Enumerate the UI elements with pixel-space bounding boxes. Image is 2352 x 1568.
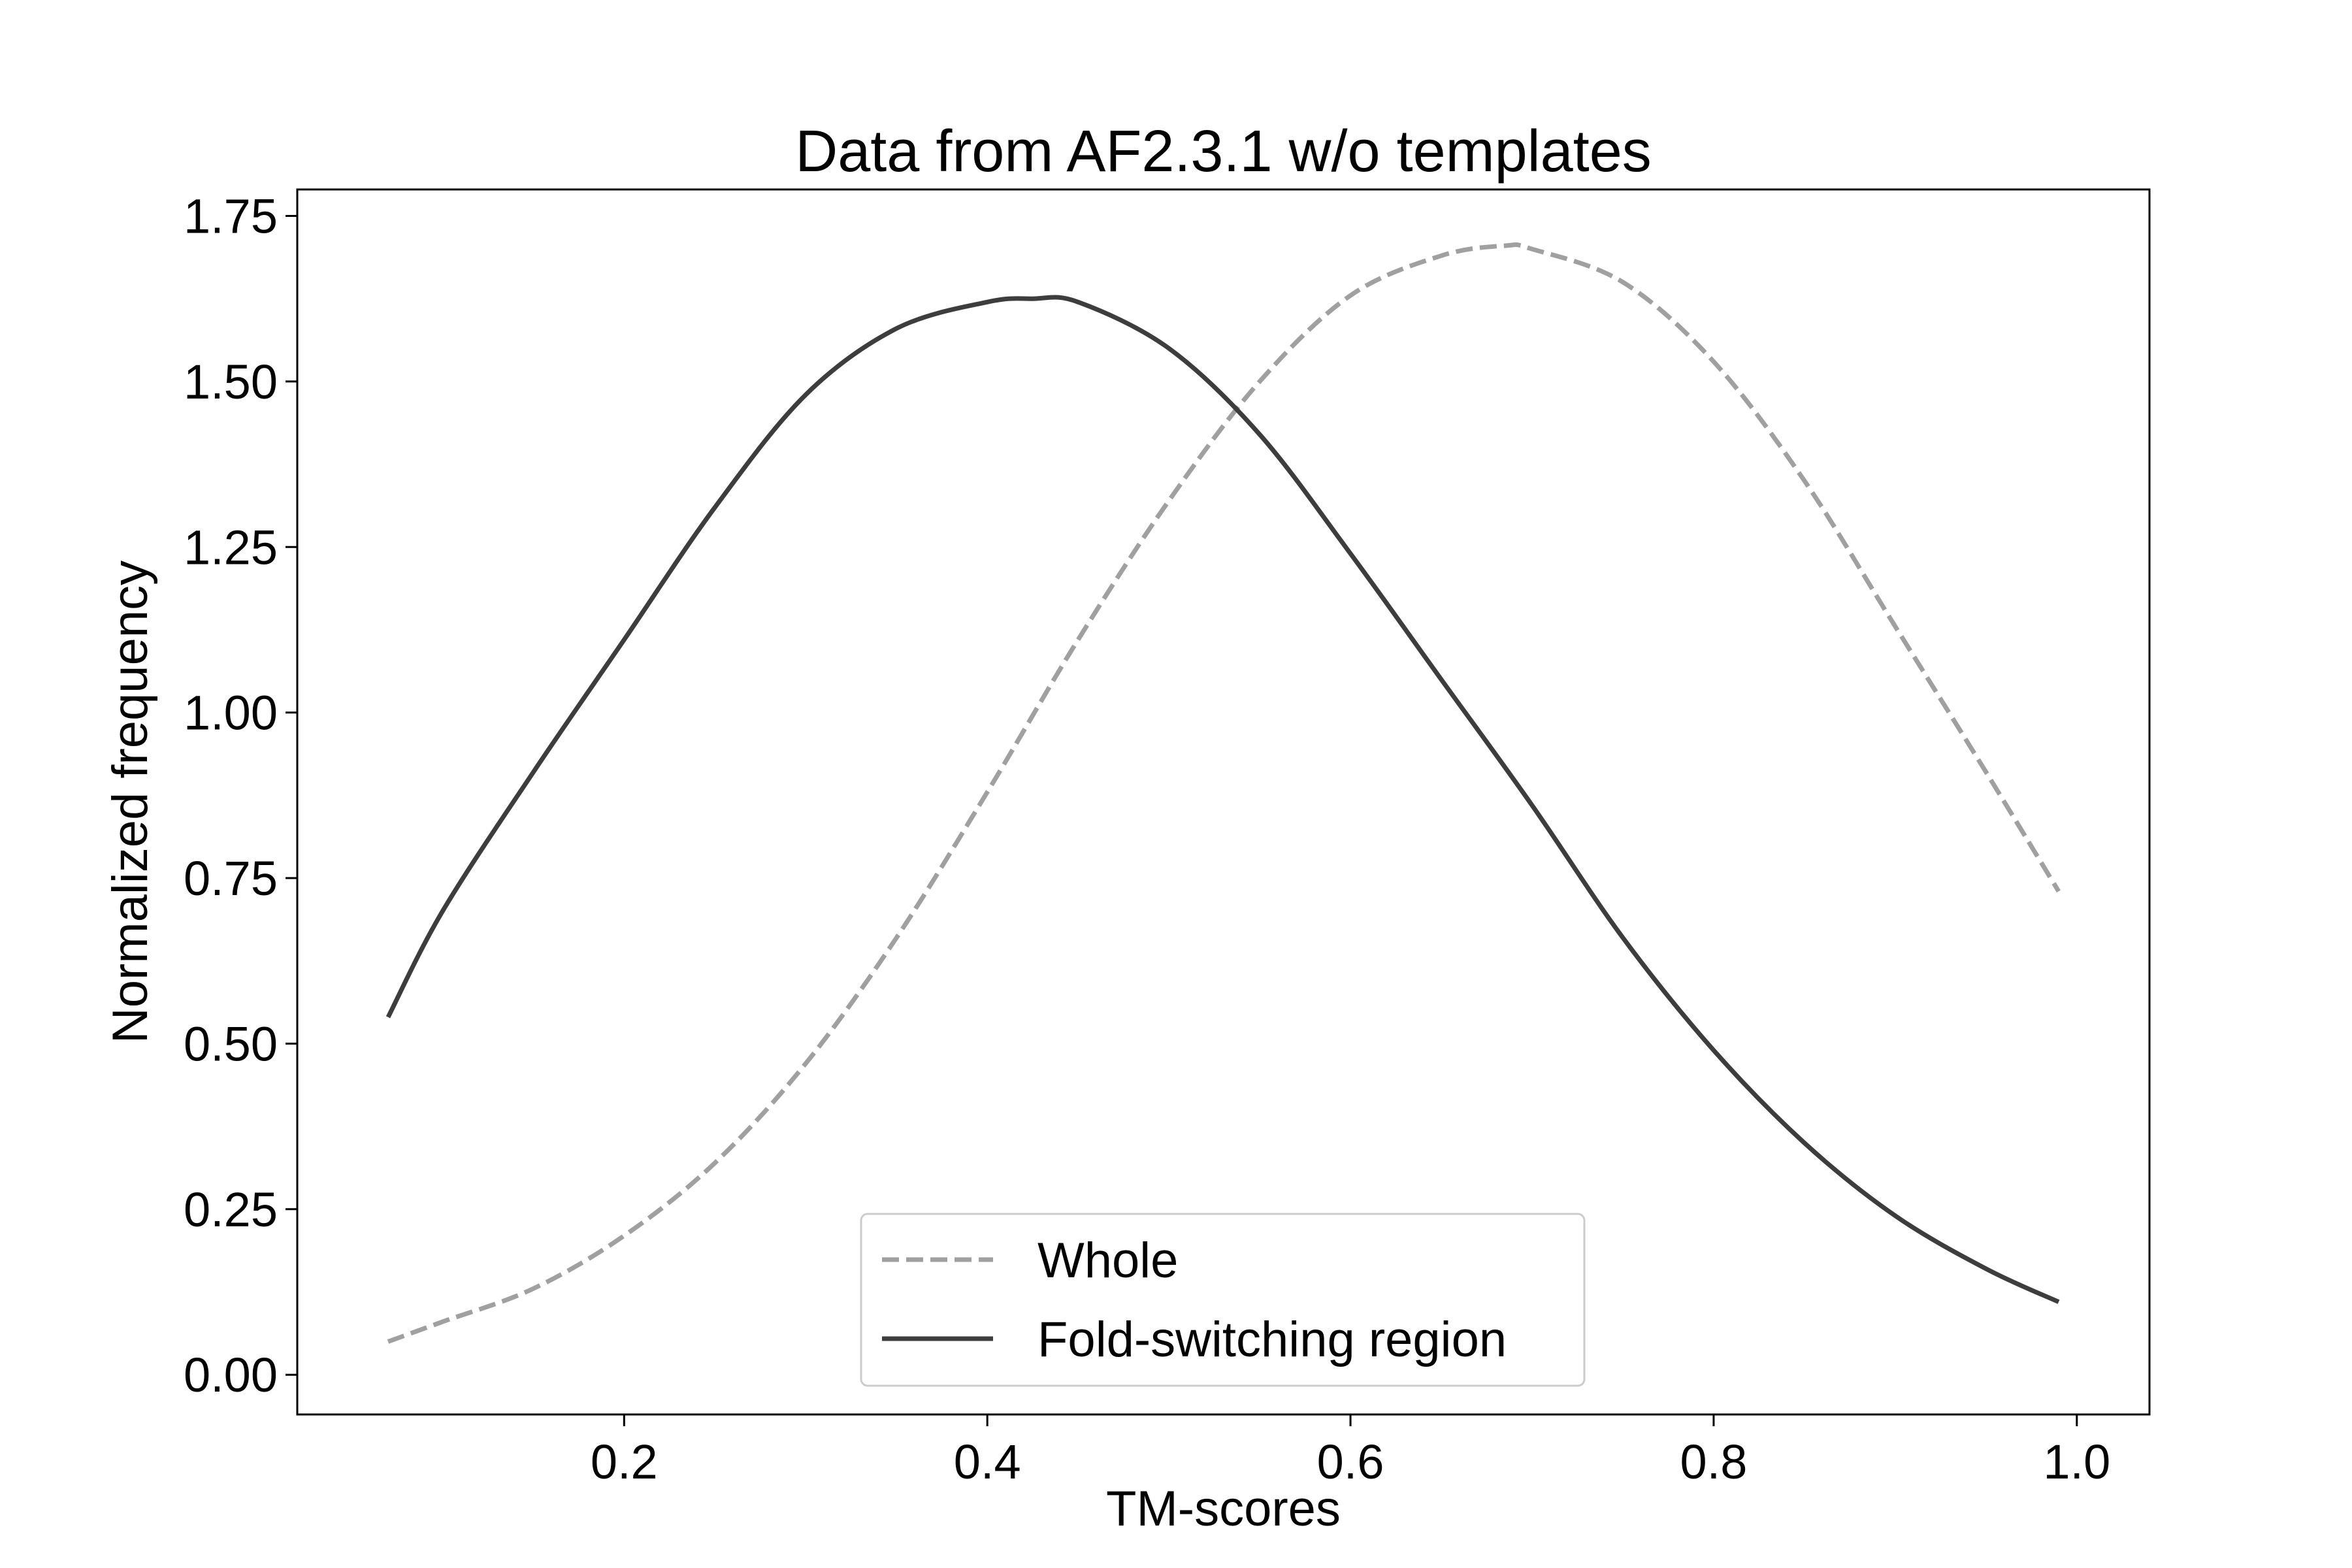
x-tick-label: 0.8 [1680,1435,1748,1489]
y-tick-label: 1.25 [184,520,278,574]
x-tick-label: 0.2 [591,1435,658,1489]
x-tick-label: 0.4 [954,1435,1021,1489]
series-line-whole [387,242,2061,1344]
y-tick-label: 0.50 [184,1017,278,1071]
series-layer [385,242,2061,1344]
x-axis-label: TM-scores [1106,1481,1341,1537]
x-tick-label: 1.0 [2043,1435,2110,1489]
y-tick-label: 0.00 [184,1348,278,1402]
y-tick-label: 0.25 [184,1183,278,1237]
y-tick-label: 1.50 [184,355,278,409]
y-tick-label: 1.00 [184,686,278,740]
series-line-fold-switching-region [385,295,2060,1304]
x-axis: 0.2 0.4 0.6 0.8 1.0 [591,1414,2110,1489]
legend: Whole Fold-switching region [860,1213,1586,1387]
x-tick-label: 0.6 [1317,1435,1384,1489]
y-tick-label: 1.75 [184,189,278,244]
plot-frame [296,188,2151,1416]
legend-label: Fold-switching region [1037,1312,1507,1367]
y-axis: 0.00 0.25 0.50 0.75 1.00 1.25 1.50 1.75 [184,189,297,1402]
y-tick-label: 0.75 [184,851,278,906]
legend-label: Whole [1037,1233,1178,1288]
chart-title: Data from AF2.3.1 w/o templates [795,119,1652,184]
legend-box [860,1213,1586,1387]
y-axis-label: Normalized frequency [103,561,158,1043]
